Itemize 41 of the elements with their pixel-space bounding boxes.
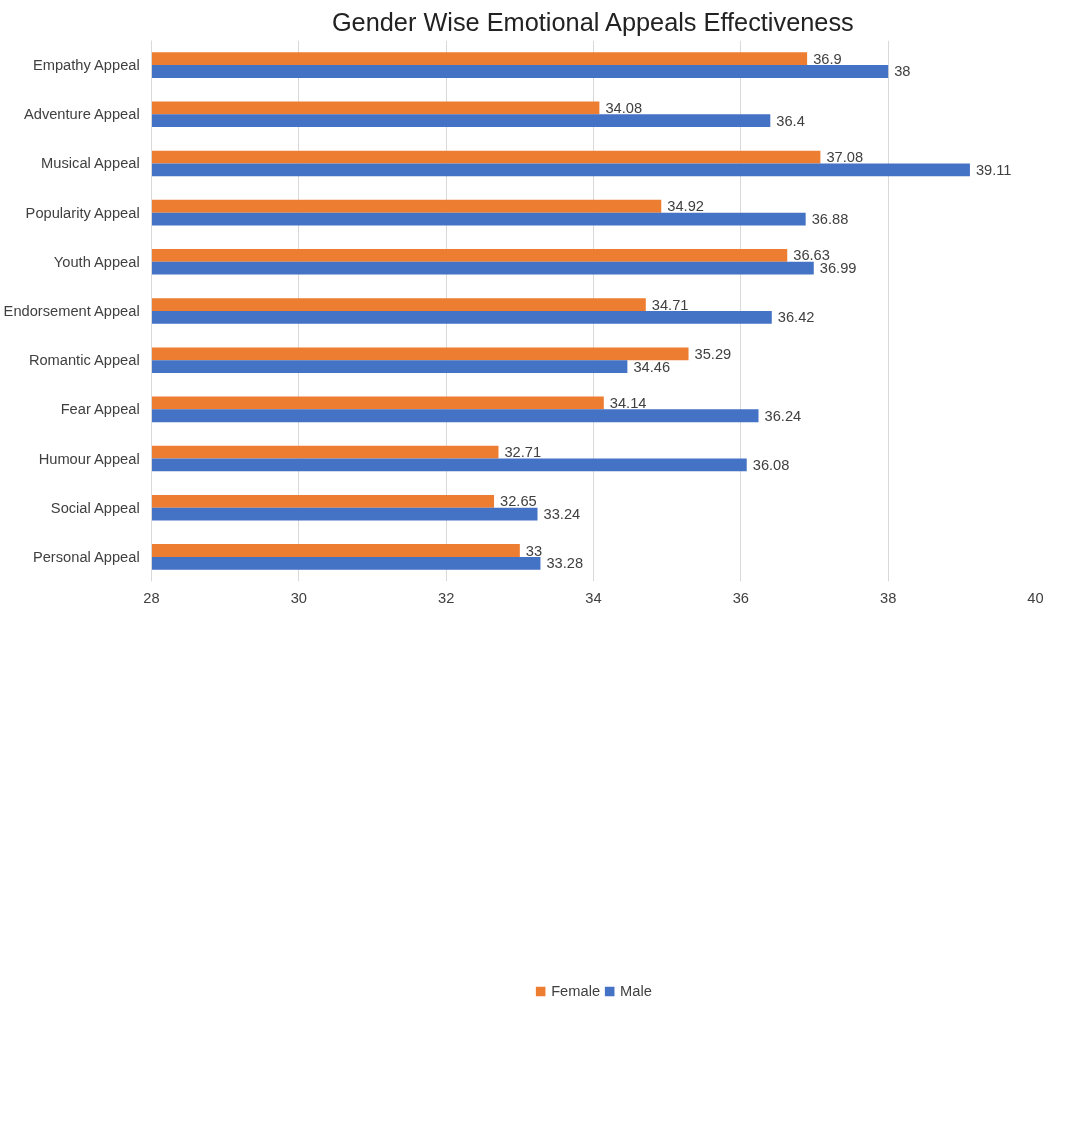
data-label: 34.14 [609, 394, 647, 411]
data-label: 39.11 [975, 161, 1012, 178]
data-label: 37.08 [826, 149, 864, 166]
x-tick-label: 34 [585, 589, 602, 606]
legend-label: Female [551, 983, 601, 999]
y-tick-label: Humour Appeal [38, 450, 140, 467]
data-label: 33.24 [543, 506, 581, 523]
x-tick-label: 32 [438, 589, 455, 606]
y-tick-label: Personal Appeal [32, 548, 140, 565]
x-tick-label: 30 [290, 589, 307, 606]
data-label: 32.65 [500, 493, 537, 510]
data-label: 36.08 [752, 456, 790, 473]
y-tick-label: Adventure Appeal [23, 106, 140, 123]
y-tick-label: Romantic Appeal [28, 352, 140, 369]
chart-title: Gender Wise Emotional Appeals Effectiveness [331, 7, 854, 36]
data-label: 36.9 [813, 50, 842, 67]
data-label: 36.88 [811, 211, 849, 228]
data-label: 36.42 [777, 309, 815, 326]
data-label: 33 [525, 542, 543, 559]
y-tick-label: Musical Appeal [41, 155, 140, 172]
data-label: 34.46 [633, 358, 671, 375]
y-tick-label: Social Appeal [50, 499, 140, 516]
y-tick-label: Empathy Appeal [32, 57, 140, 74]
y-tick-label: Fear Appeal [60, 401, 140, 418]
data-label: 36.24 [764, 407, 802, 424]
data-label: 34.08 [605, 99, 643, 116]
legend-label: Male [620, 983, 652, 999]
data-label: 38 [894, 63, 911, 80]
data-label: 32.71 [504, 444, 542, 461]
y-tick-label: Youth Appeal [53, 253, 140, 270]
x-tick-label: 28 [143, 589, 160, 606]
x-tick-label: 40 [1027, 589, 1044, 606]
y-tick-label: Popularity Appeal [25, 204, 140, 221]
data-label: 33.28 [546, 555, 584, 572]
data-label: 35.29 [694, 345, 732, 362]
data-label: 34.92 [667, 198, 704, 215]
x-tick-label: 36 [732, 589, 749, 606]
x-tick-label: 38 [880, 589, 897, 606]
data-label: 34.71 [651, 296, 689, 313]
y-tick-label: Endorsement Appeal [3, 303, 140, 319]
data-label: 36.4 [776, 112, 805, 129]
